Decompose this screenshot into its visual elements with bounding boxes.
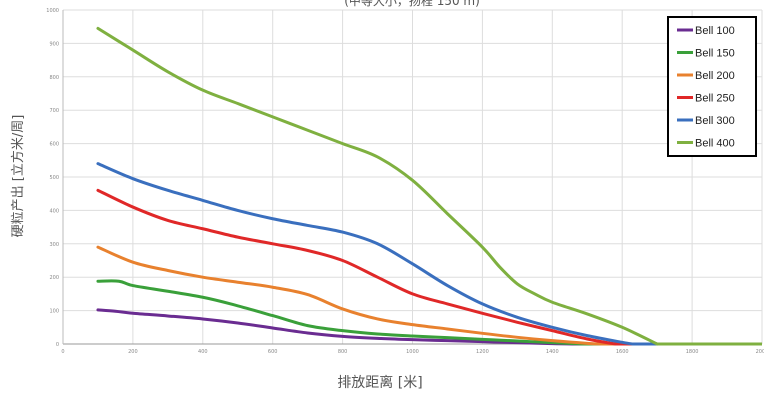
- chart-title: (中等大小，扬程 150 m): [344, 0, 480, 8]
- y-tick-label: 0: [56, 342, 59, 348]
- series-line-bell-150: [96, 279, 586, 346]
- series-line-bell-100: [96, 308, 579, 346]
- x-tick-label: 1400: [546, 349, 559, 355]
- legend-label-bell-400: Bell 400: [695, 138, 735, 150]
- y-tick-label: 400: [49, 208, 59, 214]
- x-tick-label: 200: [128, 349, 138, 355]
- y-tick-label: 500: [49, 175, 59, 181]
- y-tick-label: 100: [49, 309, 59, 315]
- y-tick-label: 200: [49, 275, 59, 281]
- legend-label-bell-300: Bell 300: [695, 115, 735, 127]
- x-axis-label: 排放距离 [米]: [337, 374, 422, 391]
- x-tick-label: 0: [61, 349, 64, 355]
- legend-label-bell-250: Bell 250: [695, 93, 735, 105]
- x-tick-label: 1200: [476, 349, 489, 355]
- x-tick-label: 2000: [756, 349, 764, 355]
- legend-label-bell-100: Bell 100: [695, 25, 735, 37]
- y-tick-label: 600: [49, 142, 59, 148]
- x-tick-label: 1000: [406, 349, 419, 355]
- y-tick-label: 700: [49, 108, 59, 114]
- series-line-bell-300: [96, 162, 635, 346]
- y-tick-label: 1000: [46, 8, 59, 14]
- legend-box: [667, 16, 757, 157]
- x-tick-label: 800: [338, 349, 348, 355]
- legend: Bell 100 Bell 150 Bell 200 Bell 250 Bell 300…: [667, 16, 757, 157]
- tick-labels: 0 100 200 300 400 500 600 700 800 900 1000 0 200 400 6…: [46, 8, 764, 355]
- x-tick-label: 1600: [616, 349, 629, 355]
- series-line-bell-400: [96, 26, 659, 346]
- series-line-bell-200: [96, 245, 603, 346]
- y-tick-label: 800: [49, 75, 59, 81]
- x-tick-label: 1800: [686, 349, 699, 355]
- legend-label-bell-150: Bell 150: [695, 48, 735, 60]
- y-tick-label: 300: [49, 242, 59, 248]
- x-tick-label: 600: [268, 349, 278, 355]
- y-tick-label: 900: [49, 41, 59, 47]
- x-tick-label: 400: [198, 349, 208, 355]
- legend-label-bell-200: Bell 200: [695, 70, 735, 82]
- series-lines: [96, 26, 762, 346]
- y-axis-label: 硬粒产出 [立方米/周]: [10, 115, 26, 238]
- series-line-bell-250: [96, 188, 617, 346]
